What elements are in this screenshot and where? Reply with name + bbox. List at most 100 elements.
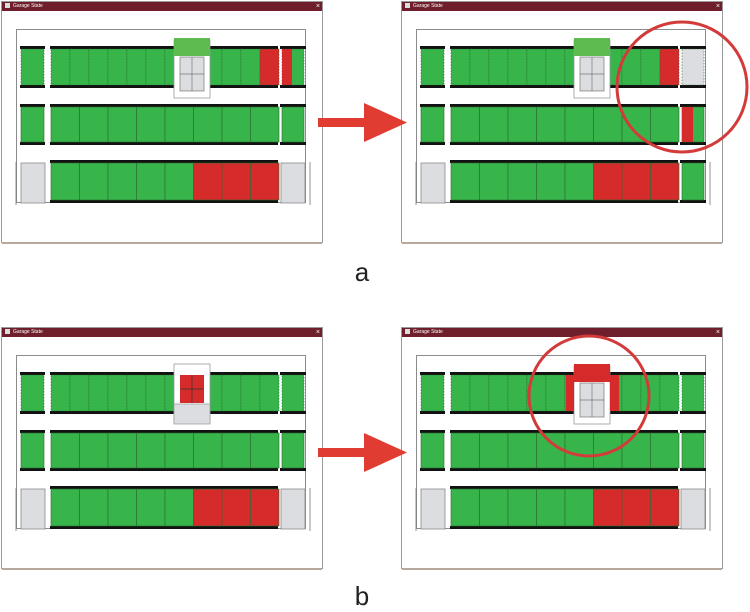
caption-a: a: [354, 257, 370, 287]
rail: [450, 160, 678, 163]
bay-r2-7: [221, 106, 251, 143]
bay-r3-2: [479, 488, 509, 527]
bay-r1-1: [450, 48, 471, 86]
rail: [50, 160, 278, 163]
bay-r1-4: [507, 374, 528, 412]
bay-r2-left: [420, 106, 445, 143]
rail: [20, 142, 45, 145]
bay-r2-5: [564, 432, 594, 469]
bay-r1-4: [107, 48, 128, 86]
bay-r3-7: [621, 162, 651, 201]
bay-r1-3: [88, 374, 109, 412]
bay-r3-6: [593, 162, 623, 201]
close-icon[interactable]: ×: [715, 329, 720, 336]
window-title: Garage State: [13, 3, 43, 9]
bay-r3-left: [20, 162, 46, 204]
bay-r1-left: [20, 374, 45, 412]
window-title: Garage State: [13, 329, 43, 335]
rail: [20, 85, 45, 88]
rail: [450, 142, 678, 145]
bay-r1-12: [259, 48, 280, 86]
rail: [420, 468, 445, 471]
app-icon: [5, 329, 10, 335]
bay-r3-6: [193, 488, 223, 527]
rail: [20, 104, 45, 107]
bay-r2-8: [650, 106, 680, 143]
rail: [280, 142, 306, 145]
rail: [420, 85, 445, 88]
bay-r2-left: [420, 432, 445, 469]
bay-r2-8: [250, 106, 280, 143]
bay-r2-6: [593, 106, 623, 143]
bay-r1-5: [526, 48, 547, 86]
bay-r1-10: [221, 48, 242, 86]
rail: [420, 372, 445, 375]
rail: [450, 104, 678, 107]
bay-r1-6: [145, 48, 166, 86]
rail: [680, 200, 706, 203]
transition-arrow-b: [318, 433, 407, 472]
bay-r2-6: [193, 106, 223, 143]
bay-r1-5: [526, 374, 547, 412]
rail: [450, 200, 678, 203]
bay-r2-left: [20, 106, 45, 143]
close-icon[interactable]: ×: [315, 3, 320, 10]
bay-r3-1: [50, 162, 80, 201]
rail: [680, 468, 706, 471]
bay-r3-1: [50, 488, 80, 527]
rail: [20, 372, 45, 375]
rail: [450, 486, 678, 489]
rail: [680, 372, 706, 375]
rail: [50, 372, 278, 375]
bay-r3-8: [250, 162, 280, 201]
window-title: Garage State: [413, 329, 443, 335]
bay-r2-3: [507, 432, 537, 469]
rail: [20, 468, 45, 471]
bay-r2-right: [281, 106, 305, 143]
bay-r3-6: [193, 162, 223, 201]
rail: [50, 526, 278, 529]
lift-side-occupied: [610, 375, 619, 411]
rail: [680, 85, 706, 88]
bay-r3-3: [507, 162, 537, 201]
bay-r3-left: [20, 488, 46, 530]
rail: [280, 468, 306, 471]
bay-r2-7: [621, 106, 651, 143]
garage-layout-a-before: [15, 38, 311, 205]
rail: [680, 430, 706, 433]
rail: [680, 104, 706, 107]
bay-r3-right: [680, 488, 706, 530]
bay-r2-left: [20, 432, 45, 469]
close-icon[interactable]: ×: [315, 329, 320, 336]
bay-r1-right: [281, 374, 305, 412]
bay-r1-11: [640, 48, 661, 86]
bay-r2-4: [536, 106, 566, 143]
rail: [450, 372, 678, 375]
bay-r1-10: [621, 374, 642, 412]
transition-arrow-a: [318, 103, 407, 142]
bay-r3-4: [136, 162, 166, 201]
bay-r2-5: [164, 106, 194, 143]
bay-r1-11: [240, 48, 261, 86]
bay-r1-right: [681, 374, 705, 412]
bay-r1-10: [221, 374, 242, 412]
window-titlebar: Garage State ×: [2, 328, 322, 337]
garage-layout-b-before: [15, 363, 311, 531]
lift-car: [574, 38, 610, 56]
rail: [420, 430, 445, 433]
bay-r2-4: [536, 432, 566, 469]
rail: [50, 104, 278, 107]
close-icon[interactable]: ×: [715, 3, 720, 10]
bay-r2-6: [593, 432, 623, 469]
garage-layout-a-after: [415, 38, 711, 205]
bay-r3-1: [450, 488, 480, 527]
bay-r2-4: [136, 432, 166, 469]
bay-r3-3: [107, 162, 137, 201]
bay-r2-right: [681, 432, 705, 469]
rail: [280, 85, 306, 88]
bay-r1-left: [420, 48, 445, 86]
rail: [280, 411, 306, 414]
garage-window-b-before: Garage State ×: [1, 327, 323, 570]
bay-r3-7: [221, 488, 251, 527]
bay-r3-8: [650, 488, 680, 527]
